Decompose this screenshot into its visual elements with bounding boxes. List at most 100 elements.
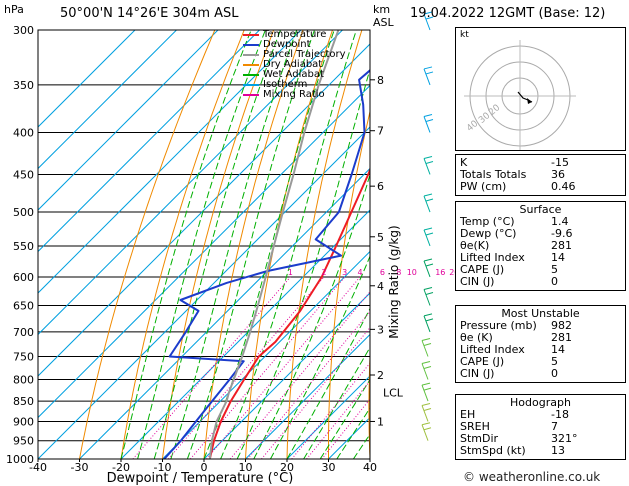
panel-row: Temp (°C) 1.4 — [456, 216, 625, 228]
wind-barb — [423, 195, 431, 213]
wet-adiabat-line — [170, 30, 298, 459]
pressure-tick-label: 700 — [13, 326, 34, 339]
wind-barb-flag — [421, 382, 431, 386]
legend-swatch — [243, 84, 259, 86]
panel-row-value: -9.6 — [551, 227, 573, 240]
wet-adiabat-line — [336, 407, 370, 459]
panel-row: PW (cm) 0.46 — [456, 181, 625, 193]
indices-panel: K -15 Totals Totals 36 PW (cm) 0.46 — [455, 154, 626, 196]
wet-adiabat-line — [153, 30, 281, 459]
mixing-ratio-line — [306, 380, 370, 459]
mixing-ratio-label: 16 — [435, 268, 445, 277]
wind-barb-flag — [423, 193, 433, 197]
wind-barb — [423, 229, 431, 247]
wind-barb — [421, 363, 429, 380]
panel-row: StmDir 321° — [456, 433, 625, 445]
legend-label: Temperature — [263, 29, 327, 40]
legend-item: Mixing Ratio — [243, 90, 346, 100]
panel-row-label: StmDir — [460, 432, 499, 445]
panel-row-label: CIN (J) — [460, 275, 495, 288]
legend-label: Dewpoint — [263, 39, 311, 50]
panel-row-value: 982 — [551, 319, 572, 332]
legend-item: Dewpoint — [243, 40, 346, 50]
km-tick-label: 2 — [377, 369, 384, 382]
mixing-ratio-labels: 12346810162025 — [288, 268, 474, 277]
mixing-ratio-axis-label: Mixing Ratio (g/kg) — [387, 225, 401, 338]
wind-barb-flag — [425, 232, 434, 236]
wind-barb-flag — [423, 366, 432, 369]
panel-row-value: 13 — [551, 444, 565, 457]
wet-adiabat-line — [186, 30, 315, 459]
series-line-temperature — [208, 167, 370, 459]
isotherm-line — [286, 375, 370, 459]
legend-label: Parcel Trajectory — [263, 49, 346, 60]
isotherm-line — [203, 292, 370, 459]
pressure-tick-label: 300 — [13, 24, 34, 37]
panel-row: EH -18 — [456, 409, 625, 421]
dry-adiabat-line — [368, 344, 370, 459]
panel-row-value: 0 — [551, 275, 558, 288]
isotherm-line — [38, 126, 370, 459]
pressure-tick-label: 500 — [13, 206, 34, 219]
wind-barb-flag — [423, 427, 432, 431]
wet-adiabat-line — [303, 346, 370, 459]
wind-barb-flag — [425, 160, 434, 164]
km-tick-label: 4 — [377, 280, 384, 293]
pressure-tick-label: 450 — [13, 169, 34, 182]
wind-barb — [423, 116, 431, 133]
dry-adiabat-line — [245, 30, 333, 459]
wind-barb — [421, 340, 429, 357]
wind-barb-flag — [423, 287, 433, 290]
legend-label: Wet Adiabat — [263, 69, 324, 80]
mixing-ratio-line — [206, 276, 361, 459]
legend-item: Parcel Trajectory — [243, 50, 346, 60]
x-tick-label: -20 — [112, 461, 130, 474]
panel-row-label: Dewp (°C) — [460, 227, 517, 240]
wind-barb — [423, 158, 431, 175]
panel-row-label: θe(K) — [460, 239, 490, 252]
wind-barb-flag — [423, 343, 432, 346]
km-ticks: 8 7 6 5 4 3 2 1 LCL — [370, 74, 404, 429]
wind-barb-flag — [425, 263, 434, 267]
legend-label: Mixing Ratio — [263, 89, 325, 100]
legend-label: Isotherm — [263, 79, 308, 90]
panel-row: Dewp (°C) -9.6 — [456, 228, 625, 240]
pressure-tick-label: 950 — [13, 435, 34, 448]
wet-adiabat-line — [286, 307, 370, 459]
wind-barb-flag — [421, 402, 431, 406]
surface-panel: Surface Temp (°C) 1.4 Dewp (°C) -9.6 θe(K) 281… — [455, 201, 626, 291]
x-tick-label: -10 — [154, 461, 172, 474]
pressure-tick-label: 900 — [13, 416, 34, 429]
panel-row-value: 281 — [551, 239, 572, 252]
legend-swatch — [243, 64, 259, 66]
mixing-ratio-line — [291, 362, 370, 459]
wind-barb — [423, 13, 431, 31]
panel-row: Lifted Index 14 — [456, 344, 625, 356]
isotherm-line — [162, 250, 370, 459]
hodograph-arrow — [527, 98, 532, 104]
mixing-ratio-label: 6 — [380, 268, 385, 277]
pressure-tick-label: 600 — [13, 271, 34, 284]
isotherm-line — [245, 333, 370, 459]
wind-barb — [423, 260, 431, 278]
most-unstable-panel: Most Unstable Pressure (mb) 982 θe (K) 281 Li… — [455, 305, 626, 383]
legend-item: Temperature — [243, 30, 346, 40]
panel-title: Surface — [519, 203, 562, 216]
x-tick-label: 10 — [239, 461, 253, 474]
mixing-ratio-label: 20 — [449, 268, 459, 277]
wind-barb — [421, 405, 429, 422]
wind-barb — [423, 289, 431, 306]
panel-row: CAPE (J) 5 — [456, 264, 625, 276]
mixing-ratio-line — [168, 276, 325, 459]
wind-barb-flag — [423, 387, 432, 391]
panel-row-value: -15 — [551, 156, 569, 169]
panel-row-label: CIN (J) — [460, 367, 495, 380]
isotherm-line — [38, 30, 343, 336]
wet-adiabat-line — [120, 30, 252, 459]
mixing-ratio-line — [189, 276, 346, 459]
km-tick-label: 3 — [377, 323, 384, 336]
hodograph-stats-panel: Hodograph EH -18 SREH 7 StmDir 321° StmSpd (kt)… — [455, 394, 626, 460]
pressure-tick-label: 850 — [13, 395, 34, 408]
wind-barb-flag — [423, 155, 433, 159]
